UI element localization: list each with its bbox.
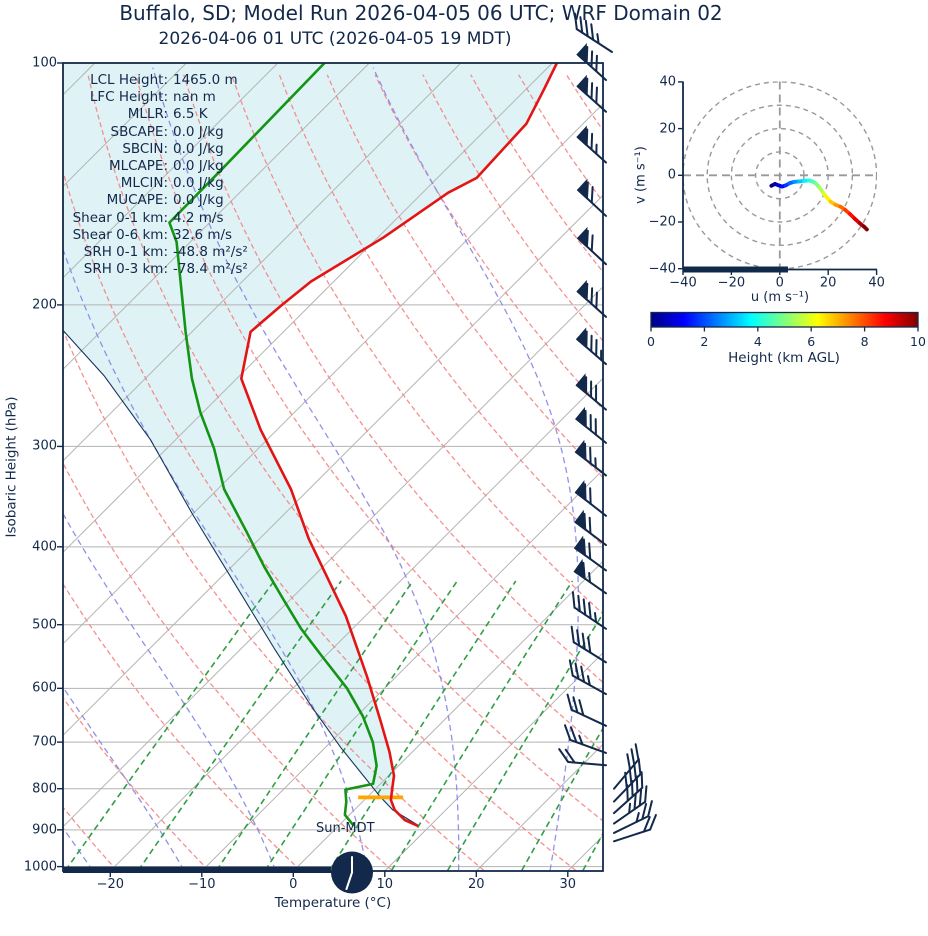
skewt-y-tick-label: 300 [32, 438, 57, 454]
stat-label: MLLR: [127, 106, 168, 123]
skewt-x-tick-label: 10 [376, 877, 394, 892]
hodograph [678, 81, 878, 275]
stat-value: 0.0 J/kg [173, 192, 224, 209]
skewt-x-tick-label: −10 [188, 877, 216, 892]
hodograph-x-tick-label: −20 [717, 275, 746, 291]
stat-value: 1465.0 m [173, 72, 238, 88]
sunset-clock-icon [331, 851, 373, 894]
stat-label: LFC Height: [89, 89, 168, 106]
stat-value: 32.6 m/s [173, 226, 233, 243]
hodograph-y-tick-label: −40 [648, 261, 676, 277]
hodograph-x-tick-label: 20 [819, 275, 837, 291]
stat-value: 0.0 J/kg [173, 140, 224, 157]
hodograph-y-tick-label: 40 [659, 74, 676, 90]
sun-annotation: Sun-MDT [316, 821, 375, 836]
stat-value: 0.0 J/kg [173, 175, 224, 192]
figure-subtitle: 2026-04-06 01 UTC (2026-04-05 19 MDT) [158, 29, 512, 49]
stat-label: LCL Height: [90, 72, 168, 88]
hodograph-x-tick-label: 0 [775, 275, 784, 291]
stat-label: MUCAPE: [106, 192, 168, 209]
stat-label: SRH 0-3 km: [83, 261, 168, 278]
hodograph-trace [769, 178, 869, 232]
stats-panel: LCL Height: 1465.0 m LFC Height: nan m MLLR:… [70, 72, 248, 278]
stat-value: 0.0 J/kg [173, 123, 224, 140]
skewt-y-tick-label: 1000 [23, 859, 57, 875]
stat-label: SBCAPE: [110, 123, 168, 140]
skewt-x-tick-label: 20 [468, 877, 485, 892]
stat-label: Shear 0-6 km: [72, 226, 168, 243]
mixing-ratio-lines [64, 580, 603, 871]
wind-barbs [558, 12, 657, 843]
colorbar-tick-label: 10 [910, 334, 926, 349]
height-colorbar [650, 311, 919, 332]
colorbar-tick-label: 0 [647, 334, 655, 349]
stat-value: -78.4 m²/s² [173, 261, 248, 278]
skewt-xlabel: Temperature (°C) [274, 895, 392, 911]
hodograph-ylabel: v (m s⁻¹) [633, 146, 649, 204]
stat-label: MLCIN: [120, 175, 168, 192]
colorbar-label: Height (km AGL) [728, 350, 840, 366]
skewt-ylabel: Isobaric Height (hPa) [3, 396, 20, 538]
skewt-y-tick-label: 100 [32, 55, 57, 71]
cin-shade-region [63, 63, 557, 826]
hodograph-y-tick-label: 0 [667, 167, 676, 183]
colorbar-tick-label: 2 [700, 334, 709, 349]
skewt-x-tick-label: −20 [96, 877, 125, 892]
skewt-x-tick-label: 30 [559, 877, 577, 892]
surface-sun-bar [63, 866, 331, 873]
stat-value: 0.0 J/kg [173, 158, 224, 175]
colorbar-tick-label: 4 [753, 334, 762, 349]
dry-adiabat-lines [63, 74, 603, 871]
skewt-y-tick-label: 600 [32, 680, 57, 696]
hodograph-xlabel: u (m s⁻¹) [750, 290, 810, 305]
skewt-x-tick-label: 0 [289, 877, 298, 892]
stat-value: 4.2 m/s [173, 209, 224, 226]
temperature-curve [240, 63, 559, 828]
skewt-y-tick-label: 500 [32, 617, 57, 633]
skewt-ticks [57, 62, 569, 877]
hodograph-y-tick-label: 20 [659, 121, 676, 137]
colorbar-tick-label: 6 [807, 334, 816, 349]
skewt-y-tick-label: 900 [32, 822, 57, 838]
hodograph-x-tick-label: 40 [868, 275, 885, 291]
colorbar-tick-label: 8 [860, 334, 869, 349]
skewt-y-tick-label: 200 [32, 297, 57, 313]
hodograph-y-tick-label: −20 [648, 214, 676, 230]
parcel-profile-line [63, 329, 419, 826]
stat-label: SBCIN: [122, 140, 168, 157]
skewt-y-tick-label: 700 [32, 734, 57, 750]
stat-value: nan m [173, 89, 216, 106]
stat-label: MLCAPE: [108, 158, 168, 175]
skewt-y-tick-label: 800 [32, 781, 57, 797]
skewt-plot-area [63, 63, 603, 871]
stat-value: -48.8 m²/s² [173, 244, 248, 261]
stat-value: 6.5 K [173, 106, 208, 123]
hodograph-x-tick-label: −40 [669, 275, 697, 291]
isotherm-lines [63, 63, 603, 871]
stat-label: SRH 0-1 km: [83, 244, 168, 261]
page-title: Buffalo, SD; Model Run 2026-04-05 06 UTC… [119, 1, 723, 25]
skewt-y-tick-label: 400 [32, 539, 57, 555]
stat-label: Shear 0-1 km: [72, 209, 168, 226]
dewpoint-curve [168, 63, 378, 827]
